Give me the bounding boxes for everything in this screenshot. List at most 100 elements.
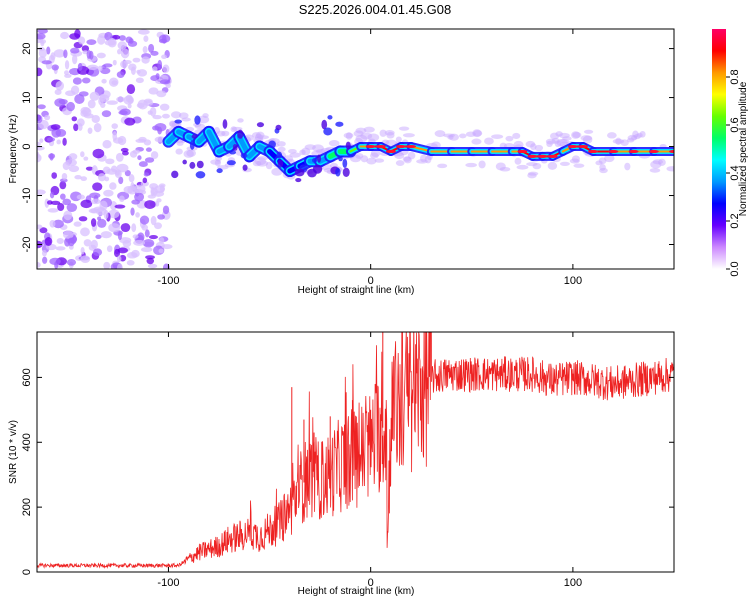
noise-blob [103,261,111,269]
noise-blob [47,208,59,213]
noise-blob [39,39,47,44]
ridge-blob [312,164,323,174]
ridge-halo [395,136,402,143]
noise-blob [67,237,75,247]
noise-blob [97,216,102,221]
ridge-peak [406,144,417,149]
noise-blob [157,59,163,70]
noise-blob [135,77,144,84]
colorbar-tick-label: 0.4 [729,165,741,180]
ridge-peak [517,149,528,154]
ridge-blob [294,168,305,177]
spectrogram-y-label: Frequency (Hz) [8,115,19,184]
ridge-peak [608,149,619,154]
noise-blob [106,245,113,253]
noise-blob [131,249,140,258]
noise-blob [91,115,100,124]
noise-blob [131,223,137,233]
noise-blob [112,59,117,66]
noise-blob [73,123,79,132]
ridge-halo [512,132,521,139]
noise-blob [125,94,133,103]
noise-blob [142,46,148,54]
ridge-blob [312,157,318,163]
noise-blob [37,153,42,163]
ridge-blob [277,159,284,168]
noise-blob [134,192,145,202]
noise-blob [154,222,163,230]
ridge-halo [516,164,529,170]
noise-blob [148,87,159,95]
noise-blob [60,31,70,40]
noise-blob [116,71,125,78]
ridge-halo [424,155,432,164]
ridge-halo [599,164,606,171]
ridge-blob [195,171,206,179]
spectrogram-y-ticks: -20 -10 0 10 20 [21,42,674,252]
noise-blob [92,248,103,256]
noise-blob [149,106,157,117]
noise-blob [118,35,126,41]
x-tick-label: 100 [564,577,582,589]
noise-blob [116,255,122,263]
ridge-halo [534,144,544,152]
noise-blob [65,159,77,167]
ridge-peak [385,149,396,154]
noise-blob [103,189,114,197]
snr-panel: -100 0 100 0 200 400 600 Height of straight l… [8,331,675,597]
ridge-halo [355,127,367,134]
noise-blob [144,229,150,238]
noise-blob [142,177,148,184]
ridge-halo [666,166,674,172]
noise-blob [161,244,173,250]
noise-blob [120,48,130,59]
colorbar-bar [712,29,726,269]
noise-blob [130,181,135,192]
noise-blob [106,100,118,105]
ridge-blob [232,143,238,151]
ridge-halo [458,133,467,139]
noise-blob [51,64,59,71]
ridge-halo [559,139,569,144]
noise-blob [68,153,78,161]
ridge-halo [554,140,562,148]
noise-blob [90,218,97,227]
noise-blob [126,84,136,95]
ridge-blob [275,124,282,131]
ridge-halo [495,162,506,171]
ridge-halo [265,161,273,170]
noise-blob [108,223,121,233]
noise-blob [156,198,162,203]
noise-blob [80,151,85,158]
ridge-halo [604,154,615,163]
noise-blob [66,101,75,112]
noise-blob [90,198,101,205]
ridge-halo [366,157,377,165]
noise-blob [66,203,78,212]
noise-blob [80,227,90,237]
ridge-halo [571,155,580,163]
noise-blob [44,237,53,246]
noise-blob [37,146,45,151]
ridge-halo [197,115,210,124]
colorbar-tick-label: 0.6 [729,117,741,132]
noise-blob [71,116,78,122]
noise-blob [74,29,81,39]
noise-blob [122,239,132,248]
ridge-halo [583,129,594,134]
noise-blob [97,218,107,228]
noise-blob [133,184,146,194]
ridge-halo [186,149,196,157]
noise-blob [59,181,67,190]
ridge-peak [567,144,578,149]
noise-blob [150,186,155,197]
y-tick-label: 400 [21,433,33,451]
ridge-halo [559,161,570,167]
ridge-halo [434,130,446,138]
ridge-blob [345,141,351,150]
ridge-blob [295,177,302,183]
noise-blob [159,184,165,193]
ridge-halo [407,151,416,160]
noise-blob [161,113,170,119]
ridge-halo [289,152,301,158]
